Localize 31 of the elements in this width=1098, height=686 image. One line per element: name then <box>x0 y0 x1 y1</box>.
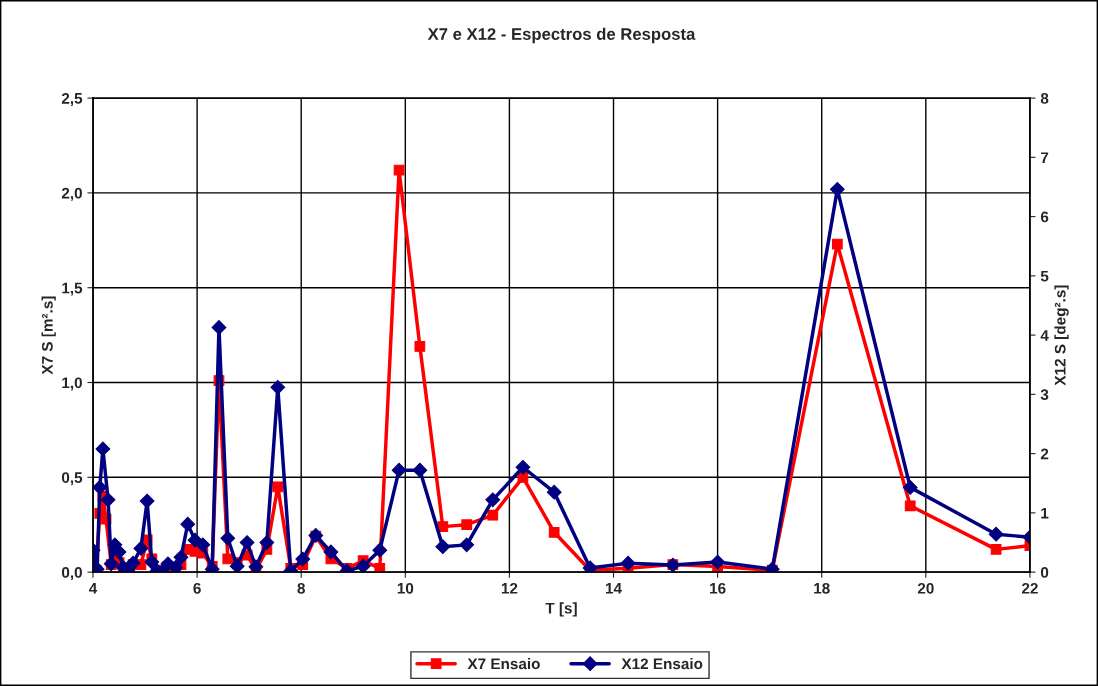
y-tick-label: 0,5 <box>61 472 83 486</box>
y2-tick-label: 7 <box>1041 152 1049 163</box>
y-tick-label: 2,0 <box>61 187 82 201</box>
x-tick-label: 6 <box>193 582 201 594</box>
y2-tick-label: 3 <box>1040 389 1049 401</box>
x-tick-label: 4 <box>88 583 98 594</box>
x-tick-label: 12 <box>501 582 518 594</box>
y-tick-label: 0,0 <box>61 566 82 581</box>
x-tick-label: 14 <box>605 583 622 594</box>
y2-tick-label: 2 <box>1040 448 1049 460</box>
y-tick-label: 2,5 <box>61 92 83 106</box>
x-tick-label: 20 <box>917 582 934 594</box>
y2-tick-label: 5 <box>1040 270 1049 282</box>
y2-tick-label: 6 <box>1040 211 1049 223</box>
y2-tick-label: 8 <box>1040 92 1049 104</box>
y2-tick-label: 1 <box>1041 507 1049 519</box>
legend-label: X12 Ensaio <box>621 658 703 670</box>
y-tick-label: 1,0 <box>62 377 82 391</box>
x-tick-label: 18 <box>814 582 830 594</box>
x-axis-title: T [s] <box>545 602 577 617</box>
chart-title: X7 e X12 - Espectros de Resposta <box>427 27 696 44</box>
y2-tick-label: 0 <box>1040 566 1049 578</box>
x-tick-label: 22 <box>1021 582 1038 594</box>
y-axis-title: X7 S [m².s] <box>41 296 56 375</box>
y2-tick-label: 4 <box>1040 330 1049 341</box>
legend-label: X7 Ensaio <box>467 658 540 670</box>
x-tick-label: 16 <box>710 582 726 594</box>
y-tick-label: 1,5 <box>62 282 83 296</box>
x-tick-label: 10 <box>397 582 414 594</box>
y2-axis-title: X12 S [deg².s] <box>1054 285 1069 386</box>
x-tick-label: 8 <box>297 582 305 594</box>
